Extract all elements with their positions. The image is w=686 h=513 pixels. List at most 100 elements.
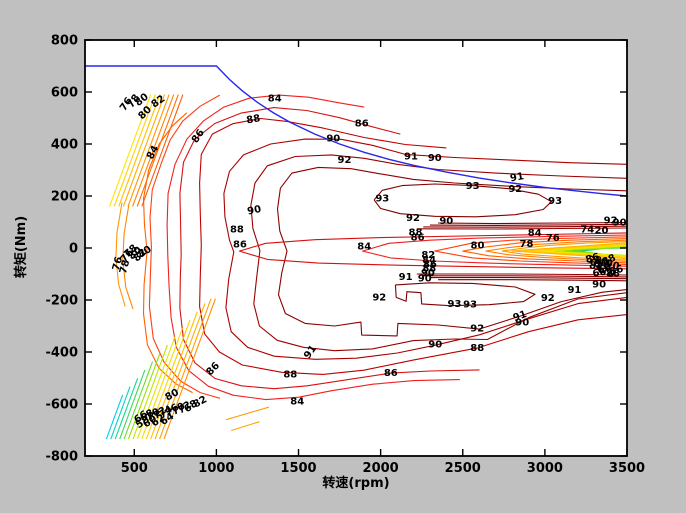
contour-line-72 <box>136 336 176 440</box>
contour-label: 91 <box>399 272 413 283</box>
contour-label: 84 <box>528 228 542 239</box>
contour-label: 60 <box>596 262 613 277</box>
contour-line-76 <box>118 94 161 207</box>
x-tick-label: 3000 <box>527 461 563 476</box>
contour-label: 90 <box>421 268 435 279</box>
contour-line-74 <box>141 328 183 440</box>
contour-line-91 <box>250 154 627 352</box>
contour-label: 90 <box>418 273 432 284</box>
torque-envelope-line <box>85 65 627 197</box>
contour-label: 90 <box>604 259 620 273</box>
contour-label: 88 <box>409 227 423 238</box>
contour-line-77 <box>150 311 198 440</box>
y-tick-label: -800 <box>45 450 78 465</box>
contour-line-91 <box>423 275 627 278</box>
contour-line-68 <box>127 353 161 440</box>
contour-label: 78 <box>520 239 534 250</box>
contour-label: 86 <box>411 232 425 243</box>
contour-label: 90 <box>428 340 442 351</box>
contour-line-79 <box>226 406 270 421</box>
contour-label: 91 <box>509 171 525 184</box>
contour-line-84 <box>166 94 460 401</box>
contour-label: 86 <box>233 239 247 250</box>
contour-label: 84 <box>290 396 304 407</box>
contour-label: 93 <box>375 194 389 205</box>
contour-line-58 <box>105 394 124 440</box>
contour-label: 90 <box>428 153 442 164</box>
contour-line-79 <box>132 94 175 207</box>
contour-label: 80 <box>592 254 609 269</box>
contour-line-78 <box>127 94 170 207</box>
contour-line-82 <box>148 94 221 399</box>
y-tick-label: -200 <box>45 294 78 309</box>
contour-label: 92 <box>541 293 555 304</box>
contour-line-93 <box>438 221 627 225</box>
contour-line-90 <box>416 227 627 230</box>
contour-label: 93 <box>548 196 562 207</box>
contour-line-86 <box>238 232 627 270</box>
contour-label: 86 <box>384 368 398 379</box>
contour-line-92 <box>429 277 627 280</box>
contour-line-64 <box>119 369 146 440</box>
y-tick-label: 400 <box>51 138 78 153</box>
contour-label: 64 <box>597 259 611 270</box>
x-tick-label: 1000 <box>198 461 234 476</box>
contour-label: 93 <box>466 181 480 192</box>
contour-line-84 <box>362 234 627 267</box>
contour-label: 76 <box>111 256 125 272</box>
contour-line-75 <box>113 94 156 207</box>
contour-label: 92 <box>470 324 484 335</box>
contour-label: 92 <box>508 184 522 195</box>
contour-line-92 <box>276 166 627 337</box>
contour-line-60 <box>110 386 131 440</box>
contour-line-80 <box>231 421 260 432</box>
y-tick-label: 600 <box>51 86 78 101</box>
contour-line-88 <box>199 117 627 375</box>
x-tick-label: 2500 <box>445 461 481 476</box>
y-tick-label: -400 <box>45 346 78 361</box>
contour-line-93 <box>394 282 536 307</box>
contour-line-80 <box>163 298 216 440</box>
x-tick-label: 500 <box>121 461 148 476</box>
x-tick-label: 2000 <box>363 461 399 476</box>
contour-line-93 <box>373 183 552 218</box>
contour-label: 88 <box>246 113 262 126</box>
contour-label: 82 <box>421 250 435 261</box>
contour-line-82 <box>434 236 627 265</box>
contour-line-90 <box>416 273 627 276</box>
contour-label: 20 <box>595 226 609 237</box>
contour-line-90 <box>223 138 627 360</box>
contour-line-77 <box>122 94 166 207</box>
contour-label: 90 <box>246 204 262 218</box>
contour-label: 93 <box>448 299 462 310</box>
contour-line-74 <box>109 94 152 207</box>
contour-label: 88 <box>230 224 244 235</box>
contour-line-76 <box>145 319 191 440</box>
contour-label: 88 <box>470 343 484 354</box>
contour-label: 76 <box>546 233 560 244</box>
contour-label: 90 <box>613 218 627 229</box>
contour-line-93 <box>438 279 627 282</box>
contour-label: 93 <box>463 300 477 311</box>
contour-label: 92 <box>406 213 420 224</box>
contour-label: 90 <box>439 216 453 227</box>
contour-label: 92 <box>338 155 352 166</box>
contour-line-79 <box>159 298 212 440</box>
contour-line-78 <box>154 303 206 440</box>
contour-line-74 <box>511 242 627 260</box>
contour-label: 86 <box>355 119 369 130</box>
contour-line-78 <box>122 203 134 310</box>
contour-line-66 <box>554 245 627 256</box>
contour-label: 90 <box>515 317 529 328</box>
contour-line-76 <box>115 202 126 307</box>
contour-label: 88 <box>283 369 297 380</box>
contour-line-68 <box>544 245 627 257</box>
contour-line-92 <box>429 223 627 226</box>
contour-line-81 <box>141 94 184 207</box>
contour-label: 84 <box>588 260 604 273</box>
contour-label: 74 <box>580 224 594 235</box>
contour-line-80 <box>136 94 179 207</box>
contour-label: 78 <box>118 259 132 275</box>
contour-label: 86 <box>423 259 437 270</box>
